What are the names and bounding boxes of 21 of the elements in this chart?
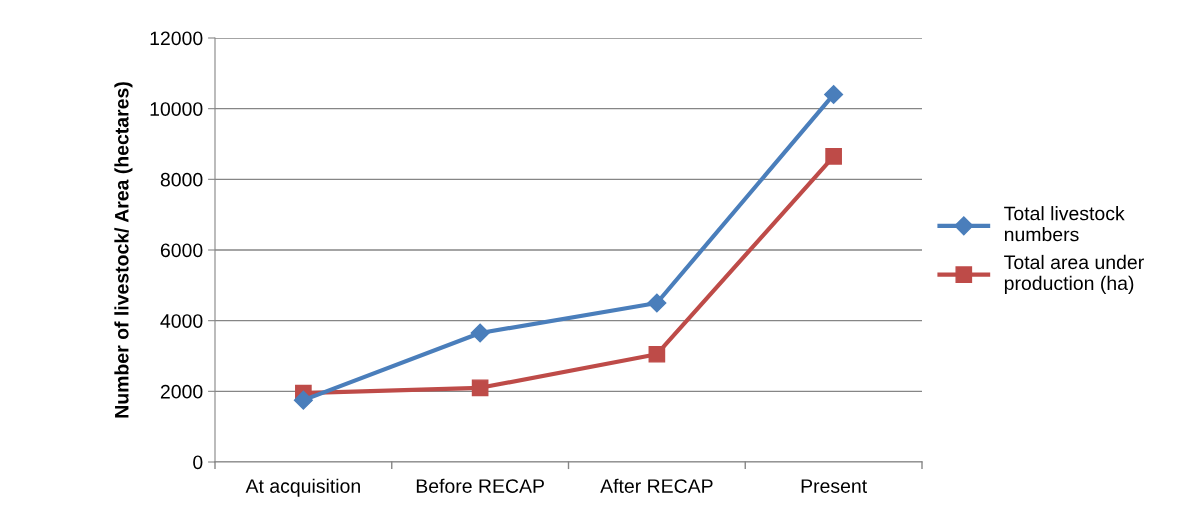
x-tick-label: Present: [801, 479, 867, 493]
legend-label: Total area under production (ha): [1004, 254, 1144, 294]
legend-label: Total livestock numbers: [1004, 206, 1125, 242]
y-tick-label: 6000: [160, 243, 203, 258]
y-tick-label: 10000: [150, 102, 203, 116]
point: [647, 293, 667, 313]
point: [824, 84, 844, 105]
point: [470, 323, 490, 343]
x-tick-label: At acquisition: [245, 478, 360, 497]
point: [648, 345, 666, 363]
y-tick-label: 12000: [150, 31, 203, 46]
y-axis-title: Number of livestock/ Area (hectares): [114, 82, 133, 418]
x-tick-label: After RECAP: [600, 478, 713, 493]
point: [825, 148, 842, 165]
point: [471, 379, 489, 397]
y-tick-label: 2000: [160, 384, 203, 399]
y-tick-label: 8000: [160, 172, 203, 187]
x-tick-label: Before RECAP: [416, 478, 544, 493]
y-tick-label: 4000: [160, 314, 203, 328]
y-tick-label: 0: [193, 455, 203, 470]
point: [293, 390, 313, 410]
